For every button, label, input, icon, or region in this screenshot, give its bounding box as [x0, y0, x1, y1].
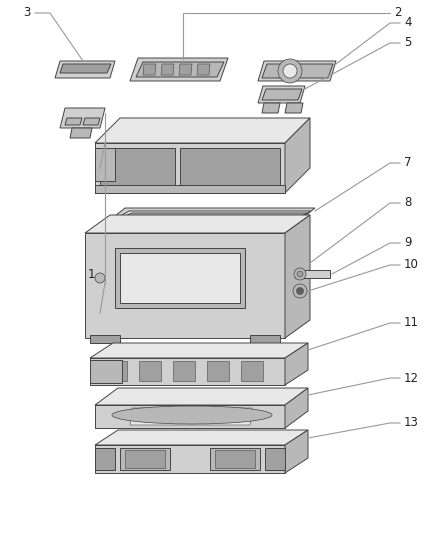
Polygon shape: [55, 61, 115, 78]
Polygon shape: [95, 185, 285, 193]
Polygon shape: [120, 253, 240, 303]
Polygon shape: [285, 430, 308, 473]
Polygon shape: [70, 128, 92, 138]
Polygon shape: [115, 248, 245, 308]
Polygon shape: [180, 148, 280, 188]
Polygon shape: [100, 208, 315, 228]
Polygon shape: [265, 448, 285, 470]
Circle shape: [297, 271, 303, 277]
Polygon shape: [285, 118, 310, 193]
Text: 2: 2: [394, 6, 402, 20]
Text: 12: 12: [404, 372, 419, 384]
Polygon shape: [60, 108, 105, 128]
Ellipse shape: [112, 406, 272, 424]
Polygon shape: [90, 335, 120, 343]
Circle shape: [95, 273, 105, 283]
Polygon shape: [130, 58, 228, 81]
Text: 5: 5: [404, 36, 411, 50]
Polygon shape: [85, 215, 310, 233]
Polygon shape: [130, 408, 252, 425]
Text: 8: 8: [404, 197, 411, 209]
Polygon shape: [90, 358, 285, 385]
Polygon shape: [108, 213, 308, 223]
Polygon shape: [136, 62, 224, 77]
Polygon shape: [95, 143, 285, 193]
Polygon shape: [60, 64, 111, 73]
Polygon shape: [285, 388, 308, 428]
Polygon shape: [143, 64, 156, 75]
Polygon shape: [95, 118, 310, 143]
Polygon shape: [120, 448, 170, 470]
Polygon shape: [90, 360, 122, 383]
Text: 9: 9: [404, 237, 411, 249]
Text: 10: 10: [404, 259, 419, 271]
Polygon shape: [262, 64, 333, 78]
Text: 7: 7: [404, 157, 411, 169]
Polygon shape: [262, 89, 302, 100]
Polygon shape: [207, 361, 229, 381]
Text: 11: 11: [404, 317, 419, 329]
Polygon shape: [95, 148, 115, 181]
Circle shape: [283, 64, 297, 78]
Polygon shape: [285, 103, 303, 113]
Polygon shape: [210, 448, 260, 470]
Polygon shape: [125, 450, 165, 468]
Polygon shape: [179, 64, 192, 75]
Polygon shape: [161, 64, 174, 75]
Polygon shape: [105, 361, 127, 381]
Text: 3: 3: [24, 6, 31, 20]
Circle shape: [278, 59, 302, 83]
Polygon shape: [258, 61, 336, 81]
Circle shape: [293, 284, 307, 298]
Polygon shape: [65, 118, 82, 125]
Polygon shape: [258, 86, 305, 103]
Circle shape: [297, 287, 304, 295]
Polygon shape: [295, 270, 330, 278]
Text: 4: 4: [404, 17, 411, 29]
Circle shape: [294, 268, 306, 280]
Polygon shape: [262, 103, 280, 113]
Polygon shape: [139, 361, 161, 381]
Polygon shape: [215, 450, 255, 468]
Polygon shape: [95, 405, 285, 428]
Polygon shape: [105, 211, 311, 225]
Polygon shape: [197, 64, 210, 75]
Polygon shape: [285, 215, 310, 338]
Polygon shape: [95, 388, 308, 405]
Text: 1: 1: [88, 269, 95, 281]
Polygon shape: [83, 118, 100, 125]
Polygon shape: [285, 343, 308, 385]
Text: 13: 13: [404, 416, 419, 430]
Polygon shape: [241, 361, 263, 381]
Polygon shape: [173, 361, 195, 381]
Polygon shape: [95, 430, 308, 445]
Polygon shape: [95, 445, 285, 473]
Polygon shape: [85, 233, 285, 338]
Polygon shape: [250, 335, 280, 343]
Polygon shape: [100, 148, 175, 188]
Polygon shape: [90, 343, 308, 358]
Polygon shape: [95, 448, 115, 470]
